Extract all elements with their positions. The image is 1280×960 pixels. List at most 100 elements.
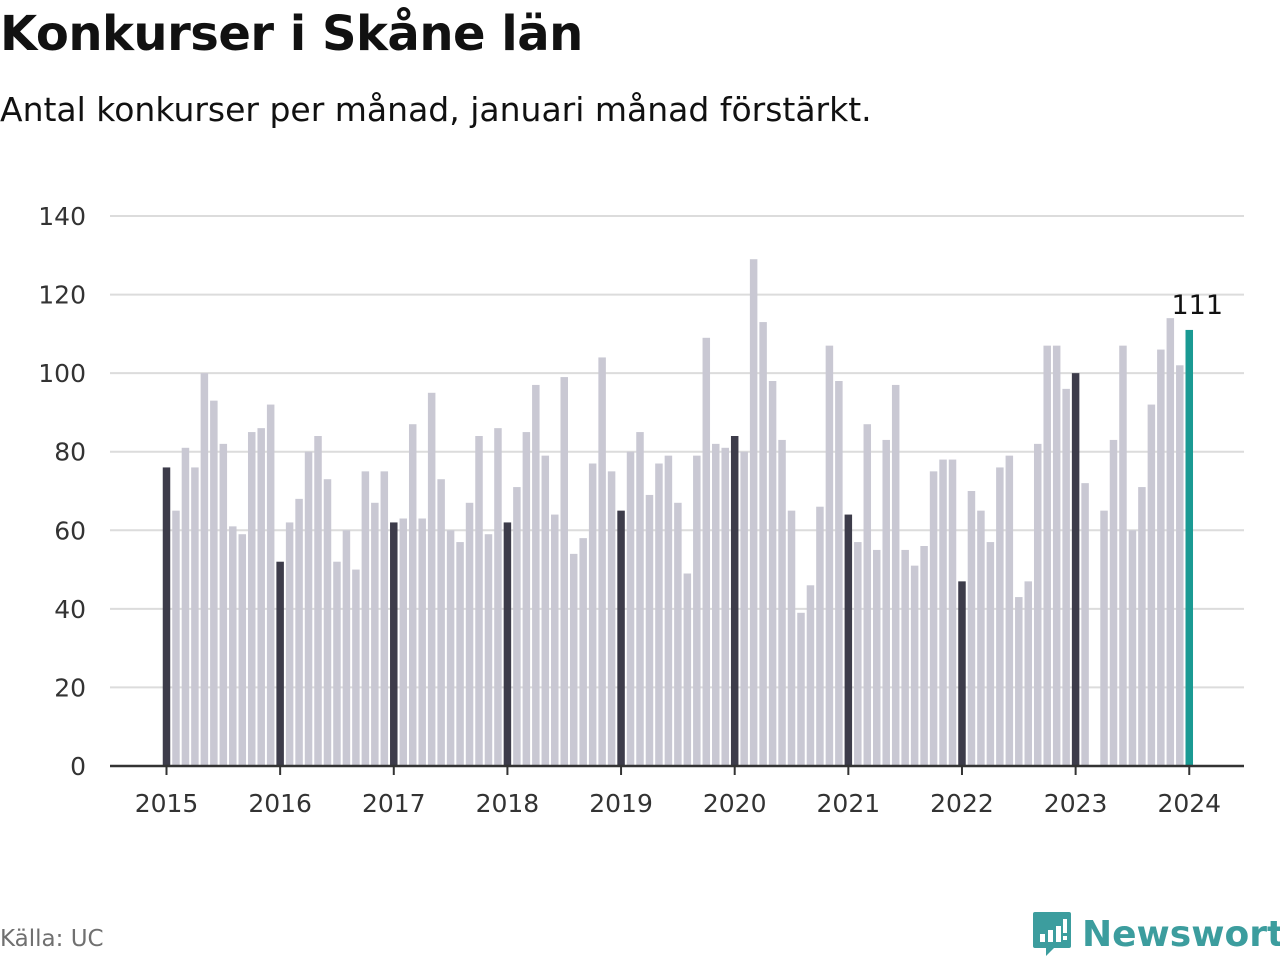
bar [873,549,881,766]
bar [787,510,796,766]
bar [712,443,720,766]
january-bar [958,581,966,766]
bar [456,542,464,766]
bar [323,479,332,766]
bar [1081,483,1089,766]
x-tick-label: 2018 [476,789,540,818]
bar [607,471,616,766]
january-bar [1071,373,1080,766]
bar [891,384,900,766]
bar [418,518,426,766]
bar [371,502,379,766]
bar [513,487,521,766]
bar [996,467,1004,766]
bar [825,345,834,766]
x-tick-label: 2023 [1044,789,1108,818]
bar [1157,349,1165,766]
bar [740,451,748,766]
bar [1024,581,1033,766]
bar [664,455,673,766]
bar [285,522,294,766]
bar [759,322,767,766]
bar [427,392,436,766]
y-tick-label: 120 [38,281,86,310]
bar [683,573,692,766]
bar [929,471,938,766]
bar [778,439,786,766]
bar [551,514,559,766]
bar [229,526,237,766]
bar [1062,388,1070,766]
bar [636,432,644,766]
bar [219,443,228,766]
x-tick-label: 2024 [1157,789,1221,818]
january-bar [390,522,398,766]
x-tick-label: 2015 [135,789,199,818]
bar [210,400,218,766]
bar [626,451,635,766]
annotations: 111 [1171,290,1223,321]
january-bar [276,561,284,766]
bar [1100,510,1108,766]
bar [598,357,606,766]
chart-subtitle: Antal konkurser per månad, januari månad… [0,90,872,129]
bar [399,518,407,766]
bar [1128,530,1137,766]
bar [882,439,890,766]
x-tick-label: 2022 [930,789,994,818]
bar [920,546,928,766]
y-tick-label: 80 [54,438,86,467]
y-axis-tick-labels: 0 20 40 60 80 100 120 140 [38,202,86,781]
bar [522,432,531,766]
bar [977,510,985,766]
x-axis [110,764,1244,775]
bar [541,455,550,766]
bar [835,381,843,766]
y-tick-label: 40 [54,595,86,624]
bar [645,494,654,766]
y-tick-label: 140 [38,202,86,231]
newsworthy-logo-icon [1033,912,1071,956]
brand-name: Newsworthy [1082,913,1280,955]
x-tick-label: 2016 [248,789,312,818]
bar [446,530,455,766]
bar [172,510,180,766]
source-note: Källa: UC [0,926,104,952]
bar [181,447,190,766]
bar [304,451,313,766]
bar [816,506,824,766]
bar [295,498,303,766]
y-tick-label: 20 [54,673,86,702]
bar [266,404,275,766]
bar [437,479,445,766]
bar [674,502,682,766]
y-tick-label: 0 [70,752,86,781]
y-tick-label: 100 [38,359,86,388]
data-label-latest: 111 [1171,290,1223,321]
bar [1147,404,1156,766]
bar [200,373,209,766]
bar [1015,597,1023,766]
chart-title: Konkurser i Skåne län [0,6,583,62]
x-tick-label: 2020 [703,789,767,818]
bar [749,259,758,766]
bar [655,463,663,766]
bar [532,384,540,766]
bar [191,467,199,766]
bar [1176,365,1184,766]
bar [257,428,265,766]
bar [1138,487,1146,766]
brand[interactable]: Newsworthy [1032,908,1280,960]
bar [588,463,597,766]
bar [721,447,729,766]
january-bar [162,467,171,766]
bar [408,424,417,766]
bar [465,502,474,766]
bar [702,337,711,766]
bar [569,553,578,766]
bar [247,432,256,766]
bar [342,530,351,766]
bar [986,542,995,766]
bar [475,436,483,766]
january-bar [1185,329,1194,766]
